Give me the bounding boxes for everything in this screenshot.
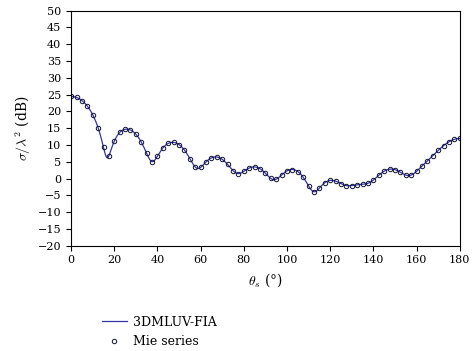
- 3DMLUV-FIA: [229, 167, 235, 171]
- 3DMLUV-FIA: [227, 165, 233, 169]
- Mie series: [155, 154, 160, 158]
- X-axis label: $\theta_s$ (°): $\theta_s$ (°): [248, 271, 283, 289]
- Mie series: [263, 171, 268, 176]
- 3DMLUV-FIA: [91, 114, 96, 118]
- 3DMLUV-FIA: [214, 155, 219, 159]
- Mie series: [409, 173, 414, 177]
- Mie series: [398, 170, 403, 174]
- Mie series: [425, 159, 430, 163]
- Mie series: [198, 165, 203, 170]
- Line: Mie series: Mie series: [69, 94, 462, 194]
- Line: 3DMLUV-FIA: 3DMLUV-FIA: [71, 97, 460, 192]
- 3DMLUV-FIA: [457, 137, 463, 141]
- Legend: 3DMLUV-FIA, Mie series: 3DMLUV-FIA, Mie series: [97, 311, 222, 351]
- Y-axis label: $\sigma/\lambda^2$ (dB): $\sigma/\lambda^2$ (dB): [13, 95, 32, 161]
- 3DMLUV-FIA: [151, 159, 157, 163]
- Mie series: [68, 94, 74, 99]
- Mie series: [311, 190, 317, 194]
- 3DMLUV-FIA: [334, 179, 339, 184]
- 3DMLUV-FIA: [311, 190, 317, 194]
- Mie series: [457, 137, 463, 141]
- 3DMLUV-FIA: [68, 94, 74, 99]
